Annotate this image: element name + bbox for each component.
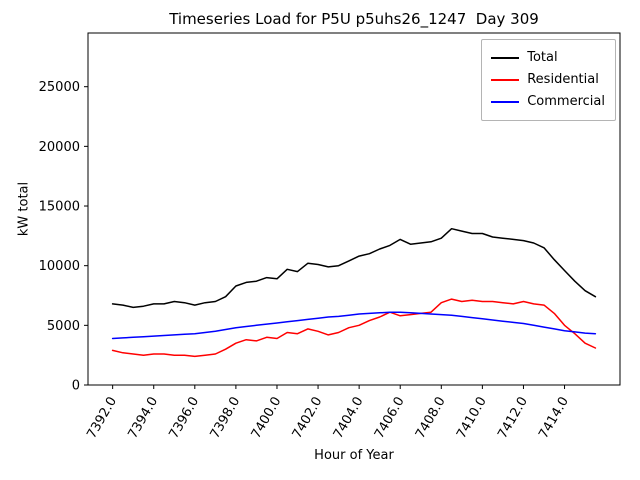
residential-line-swatch: [491, 79, 520, 81]
legend-label-residential: Residential: [527, 72, 599, 87]
y-axis-label: kW total: [16, 181, 32, 237]
svg-text:10000: 10000: [39, 259, 80, 274]
svg-text:7410.0: 7410.0: [454, 395, 490, 442]
svg-text:7400.0: 7400.0: [249, 395, 285, 442]
svg-text:15000: 15000: [39, 200, 80, 215]
svg-text:7392.0: 7392.0: [84, 395, 120, 442]
svg-text:20000: 20000: [39, 140, 80, 155]
svg-text:7394.0: 7394.0: [125, 395, 161, 442]
svg-text:7406.0: 7406.0: [372, 395, 408, 442]
svg-text:0: 0: [72, 379, 80, 394]
chart-title: Timeseries Load for P5U p5uhs26_1247 Day…: [169, 10, 539, 28]
legend-item-commercial: Commercial: [491, 91, 605, 113]
x-axis-label: Hour of Year: [314, 448, 394, 463]
legend: Total Residential Commercial: [481, 39, 616, 121]
svg-text:7396.0: 7396.0: [167, 395, 203, 442]
svg-text:7414.0: 7414.0: [536, 395, 572, 442]
svg-text:5000: 5000: [47, 319, 80, 334]
svg-text:7398.0: 7398.0: [208, 395, 244, 442]
svg-text:25000: 25000: [39, 80, 80, 95]
legend-label-total: Total: [527, 50, 558, 65]
legend-label-commercial: Commercial: [527, 94, 605, 109]
legend-item-total: Total: [491, 47, 605, 69]
svg-text:7404.0: 7404.0: [331, 395, 367, 442]
legend-item-residential: Residential: [491, 69, 605, 91]
commercial-line-swatch: [491, 101, 520, 103]
svg-text:7402.0: 7402.0: [290, 395, 326, 442]
svg-text:7408.0: 7408.0: [413, 395, 449, 442]
svg-text:7412.0: 7412.0: [495, 395, 531, 442]
total-line-swatch: [491, 57, 520, 59]
